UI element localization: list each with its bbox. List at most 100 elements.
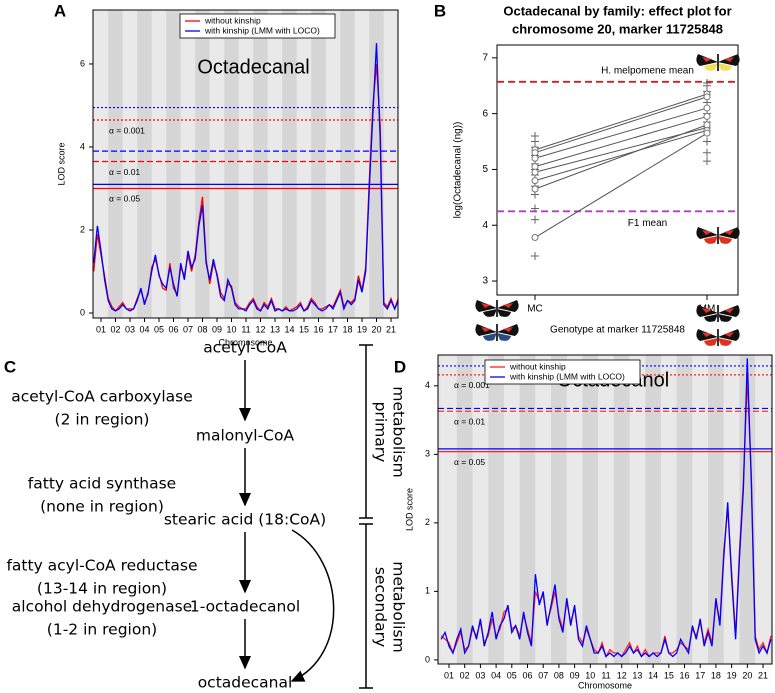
x-tick-label: 15: [299, 324, 309, 334]
chromosome-band: [296, 10, 312, 318]
y-axis-label: LOD score: [404, 488, 414, 531]
stage: metabolism: [390, 561, 408, 652]
wing: [717, 227, 719, 244]
chromosome-band: [660, 355, 677, 664]
x-tick-label: 10: [585, 670, 595, 680]
chromosome-band: [267, 10, 283, 318]
legend-box: [179, 13, 336, 39]
lod-curve: [93, 43, 399, 312]
x-tick-label: 09: [570, 670, 580, 680]
family-mean: [531, 154, 539, 162]
chromosome-band: [613, 355, 630, 664]
x-tick-label: 15: [664, 670, 674, 680]
wing: [483, 309, 511, 317]
x-tick-label: 08: [197, 324, 207, 334]
threshold-label: α = 0.001: [109, 125, 145, 135]
y-tick-label: 0: [425, 654, 430, 664]
wing: [696, 329, 740, 341]
chromosome-band: [209, 10, 225, 318]
chromosome-band: [238, 10, 254, 318]
x-tick-label: 17: [695, 670, 705, 680]
butterfly-icon: [475, 324, 519, 341]
x-tick-label: 20: [372, 324, 382, 334]
family-mean: [703, 93, 711, 101]
butterfly-icon: [696, 54, 740, 71]
threshold-label: α = 0.001: [454, 380, 490, 390]
chromosome-band: [692, 355, 709, 664]
family-line: [534, 132, 708, 238]
family-line: [534, 93, 708, 151]
chromosome-band: [137, 10, 152, 318]
plot-frame: [92, 9, 399, 319]
wing: [481, 303, 513, 308]
panel-label: D: [394, 357, 406, 376]
y-tick-label: 6: [482, 108, 488, 119]
x-tick-label: 11: [601, 670, 610, 680]
x-tick-label: 12: [256, 324, 266, 334]
family-line: [534, 129, 708, 182]
chromosome-band: [739, 355, 756, 664]
x-axis-label: Chromosome: [218, 337, 272, 347]
threshold-label: α = 0.01: [109, 167, 140, 177]
x-tick-label: 14: [285, 324, 295, 334]
wing: [481, 327, 513, 332]
chromosome-band: [472, 355, 489, 664]
x-axis-label: Genotype at marker 11725848: [550, 325, 685, 336]
y-axis-label: LOD score: [56, 142, 66, 185]
chromosome-band: [311, 10, 326, 318]
butterfly-icon: [475, 300, 519, 317]
wing: [717, 54, 719, 71]
stage: secondary: [372, 567, 390, 647]
x-tick-label: 06: [168, 324, 178, 334]
x-tick-label: 13: [270, 324, 280, 334]
legend-label: without kinship: [509, 361, 566, 371]
y-tick-label: 7: [482, 52, 488, 63]
enzyme-note: (none in region): [40, 498, 164, 516]
y-tick-label: 4: [80, 141, 85, 151]
y-tick-label: 6: [80, 58, 85, 68]
family-mean: [531, 234, 539, 242]
y-tick-label: 3: [482, 276, 488, 287]
x-tick-label: 03: [125, 324, 135, 334]
chromosome-band: [151, 10, 167, 318]
family-mean: [531, 185, 539, 193]
node: stearic acid (18:CoA): [164, 511, 326, 529]
chromosome-band: [108, 10, 123, 318]
panel-label: A: [54, 1, 66, 20]
wing: [496, 300, 498, 317]
plot-title: Octadecanal: [197, 56, 309, 78]
chromosome-band: [340, 10, 355, 318]
x-tick-label: 19: [727, 670, 737, 680]
y-tick-label: 5: [482, 164, 488, 175]
butterfly-icon: [696, 329, 740, 346]
y-tick-label: 2: [425, 517, 430, 527]
x-tick-label: 21: [386, 324, 396, 334]
chromosome-band: [645, 355, 661, 664]
individual-point: [703, 78, 711, 87]
x-tick-label: 03: [475, 670, 485, 680]
wing: [704, 338, 732, 346]
family-mean: [531, 168, 539, 176]
chromosome-band: [253, 10, 268, 318]
chromosome-band: [224, 10, 239, 318]
wing: [704, 63, 732, 71]
plot-frame: [437, 354, 773, 665]
panel-label: C: [4, 357, 16, 376]
chromosome-band: [519, 355, 536, 664]
chromosome-band: [456, 355, 473, 664]
y-tick-label: 0: [80, 307, 85, 317]
chromosome-band: [369, 10, 384, 318]
legend-label: without kinship: [204, 15, 261, 25]
x-tick-label: 16: [680, 670, 690, 680]
y-tick-label: 2: [80, 224, 85, 234]
legend-label: with kinship (LMM with LOCO): [204, 25, 320, 35]
family-line: [534, 107, 708, 159]
x-tick-label: 10: [226, 324, 236, 334]
threshold-label: α = 0.05: [109, 194, 140, 204]
enzyme-note: (13-14 in region): [37, 580, 167, 598]
butterfly-icon: [696, 305, 740, 322]
x-tick-label: 01: [96, 324, 106, 334]
individual-point: [531, 204, 539, 213]
wing: [702, 308, 734, 313]
